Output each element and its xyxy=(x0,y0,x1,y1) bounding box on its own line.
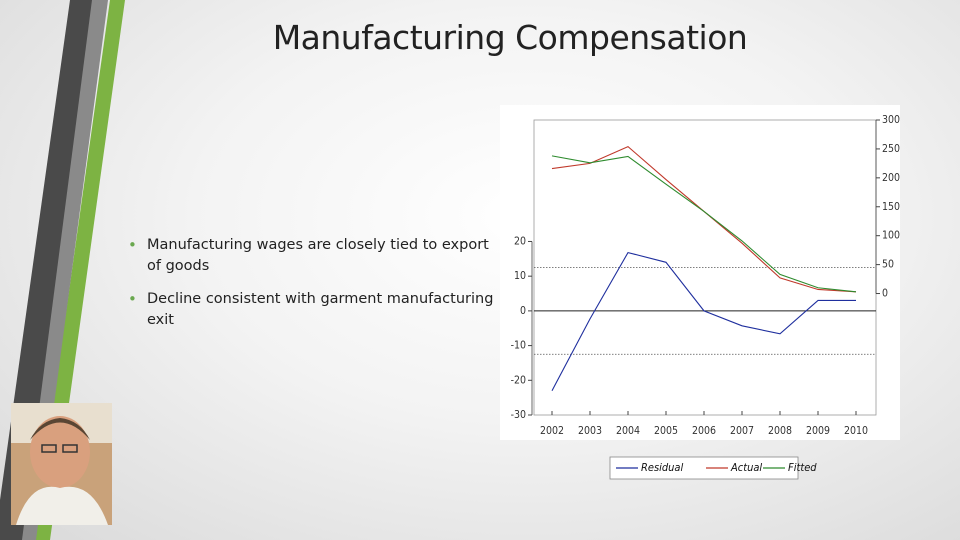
bullet: • Decline consistent with garment manufac… xyxy=(128,289,498,331)
x-tick-label: 2005 xyxy=(654,425,678,437)
y-tick-label: -30 xyxy=(511,409,526,421)
x-tick-label: 2010 xyxy=(844,425,868,437)
legend: Residual Actual Fitted xyxy=(609,456,817,480)
y-tick-label: 10 xyxy=(514,270,526,282)
x-tick-label: 2006 xyxy=(692,425,716,437)
legend-label: Actual xyxy=(730,461,762,474)
series-line xyxy=(551,155,857,293)
y2-tick-label: 50 xyxy=(882,259,894,271)
bullet-text: Manufacturing wages are closely tied to … xyxy=(147,237,489,274)
x-tick-label: 2007 xyxy=(730,425,754,437)
x-tick-label: 2004 xyxy=(616,425,640,437)
x-tick-label: 2003 xyxy=(578,425,602,437)
y-tick-label: -20 xyxy=(511,374,526,386)
y2-tick-label: 250 xyxy=(882,143,900,155)
legend-label: Fitted xyxy=(788,461,817,474)
y2-tick-label: 300 xyxy=(882,114,900,126)
y-tick-label: -10 xyxy=(511,340,526,352)
legend-label: Residual xyxy=(641,461,683,474)
y2-tick-label: 0 xyxy=(882,288,888,300)
photo xyxy=(11,403,112,525)
y2-tick-label: 150 xyxy=(882,201,900,213)
chart-background xyxy=(500,105,900,440)
y-tick-label: 20 xyxy=(514,235,526,247)
series-line xyxy=(551,145,857,293)
x-tick-label: 2002 xyxy=(540,425,564,437)
x-tick-label: 2009 xyxy=(806,425,830,437)
y2-tick-label: 200 xyxy=(882,172,900,184)
series-line xyxy=(551,251,856,391)
y-tick-label: 0 xyxy=(520,305,526,317)
legend-box xyxy=(609,456,799,480)
y2-tick-label: 100 xyxy=(882,230,900,242)
x-tick-label: 2008 xyxy=(768,425,792,437)
slide-title: Manufacturing Compensation xyxy=(272,18,748,57)
bullet: • Manufacturing wages are closely tied to… xyxy=(128,235,498,277)
bullet-text: Decline consistent with garment manufact… xyxy=(147,291,494,328)
